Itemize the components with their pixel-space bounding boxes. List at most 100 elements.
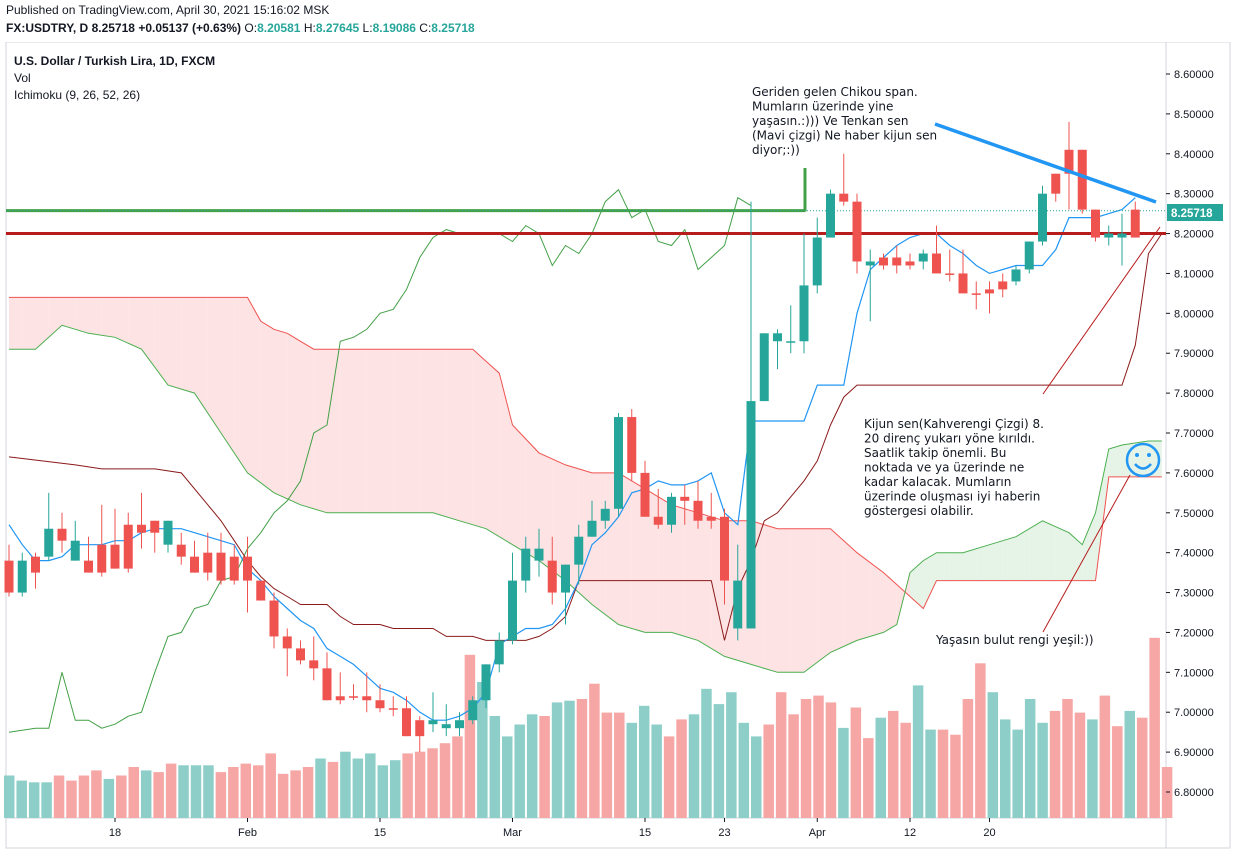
cloud-segment: [366, 349, 380, 513]
candle-body: [773, 333, 782, 342]
cloud-segment: [671, 504, 685, 637]
legend-vol: Vol: [14, 71, 31, 85]
cloud-segment: [472, 349, 486, 529]
candle-body: [667, 496, 676, 525]
candle-body: [865, 261, 875, 266]
cloud-segment: [777, 528, 791, 673]
cloud-segment: [764, 524, 778, 673]
candle-body: [70, 540, 80, 561]
volume-bar: [178, 765, 189, 818]
candle-body: [415, 720, 425, 737]
volume-bar: [962, 699, 974, 818]
volume-bar: [190, 765, 202, 818]
price-chart[interactable]: 8.60000 8.50000 8.40000 8.30000 8.20000 8.100…: [0, 42, 1236, 854]
cloud-segment: [1095, 448, 1109, 581]
annotation-line: kadar kalacak. Mumların: [864, 475, 1011, 489]
cloud-segment: [936, 552, 950, 581]
volume-bar: [626, 722, 637, 818]
cloud-segment: [274, 329, 288, 499]
volume-bar: [66, 780, 77, 818]
kijun-sen-line: [8, 233, 1163, 641]
candle-body: [296, 648, 305, 661]
volume-bar: [576, 699, 588, 818]
y-tick-label: 7.20000: [1174, 627, 1214, 639]
candle-body: [958, 273, 968, 294]
volume-bar: [240, 763, 252, 818]
drawn-levels: [6, 168, 1166, 236]
volume-bar: [738, 722, 750, 818]
candle-body: [640, 472, 650, 517]
cloud-segment: [923, 552, 937, 609]
cloud-segment: [1069, 532, 1083, 581]
legend-ichimoku: Ichimoku (9, 26, 52, 26): [14, 88, 140, 102]
high-value: 8.27645: [315, 21, 360, 35]
cloud-segment: [963, 548, 977, 581]
candle-body: [587, 520, 597, 537]
open-value: 8.20581: [257, 21, 301, 35]
volume-bar: [91, 770, 102, 818]
candle-body: [1130, 209, 1140, 238]
x-tick-label: Mar: [503, 827, 522, 839]
volume-bar: [16, 780, 27, 818]
volume-bar: [352, 758, 364, 818]
volume-bar: [688, 714, 700, 818]
volume-bar: [713, 704, 725, 818]
annotation-line: yaşasın.:))) Ve Tenkan sen: [752, 114, 908, 128]
change-value: +0.05137 (+0.63%): [138, 21, 242, 35]
volume-bar: [526, 714, 538, 818]
last-price-label: 8.25718: [1171, 208, 1213, 220]
cloud-segment: [327, 349, 341, 513]
close-label: C:: [419, 21, 432, 35]
y-tick-label: 6.90000: [1174, 747, 1214, 759]
trend-drawings: [934, 122, 1161, 633]
candle-body: [1117, 233, 1127, 238]
candle-body: [216, 552, 226, 581]
candle-body: [786, 341, 796, 343]
kijun-annotation[interactable]: Kijun sen(Kahverengi Çizgi) 8.20 direnç …: [864, 417, 1044, 518]
candle-body: [455, 720, 464, 729]
symbol: FX:USDTRY, D: [6, 21, 89, 35]
volume-bar: [1124, 710, 1135, 818]
cloud-segment: [870, 562, 884, 637]
cloud-segment: [287, 333, 301, 505]
cloud-segment: [62, 297, 76, 330]
candle-body: [998, 281, 1008, 290]
candle-body: [190, 556, 199, 573]
candle-body: [388, 708, 398, 710]
volume-bar: [651, 724, 662, 818]
volume-bar: [41, 782, 52, 818]
cloud-segment: [843, 540, 857, 647]
cloud-segment: [857, 552, 871, 641]
candle-body: [892, 257, 902, 266]
volume-bar: [1112, 726, 1123, 818]
smiley-icon[interactable]: [1125, 442, 1161, 478]
cloud-segment: [380, 349, 394, 513]
volume-bar: [1000, 719, 1011, 818]
y-tick-label: 8.50000: [1174, 109, 1214, 121]
x-tick-label: Feb: [238, 827, 257, 839]
candle-body: [1038, 193, 1047, 242]
senkou-span-a-line: [9, 324, 1162, 673]
volume-bar: [887, 710, 899, 818]
cloud-segment: [48, 297, 62, 338]
y-tick-label: 8.00000: [1174, 308, 1214, 320]
volume-bar: [987, 692, 999, 818]
cloud-segment: [340, 349, 354, 513]
volume-bar: [414, 751, 426, 818]
cloud-segment: [631, 480, 645, 633]
candle-body: [335, 696, 345, 701]
cloud-segment: [141, 297, 155, 368]
cloud-annotation[interactable]: Yaşasın bulut rengi yeşil:)): [935, 633, 1094, 647]
candle-body: [733, 580, 743, 629]
candle-body: [534, 548, 544, 561]
chikou-annotation[interactable]: Geriden gelen Chikou span.Mumların üzeri…: [752, 85, 937, 157]
y-tick-label: 8.40000: [1174, 149, 1214, 161]
candle-body: [547, 560, 557, 593]
cloud-segment: [300, 341, 314, 509]
volume-bar: [589, 683, 600, 818]
cloud-segment: [525, 438, 539, 561]
volume-bar: [1012, 729, 1023, 818]
volume-bar: [340, 751, 351, 818]
annotation-line: üzerinde oluşması iyi haberin: [864, 490, 1040, 504]
volume-bar: [937, 729, 949, 818]
